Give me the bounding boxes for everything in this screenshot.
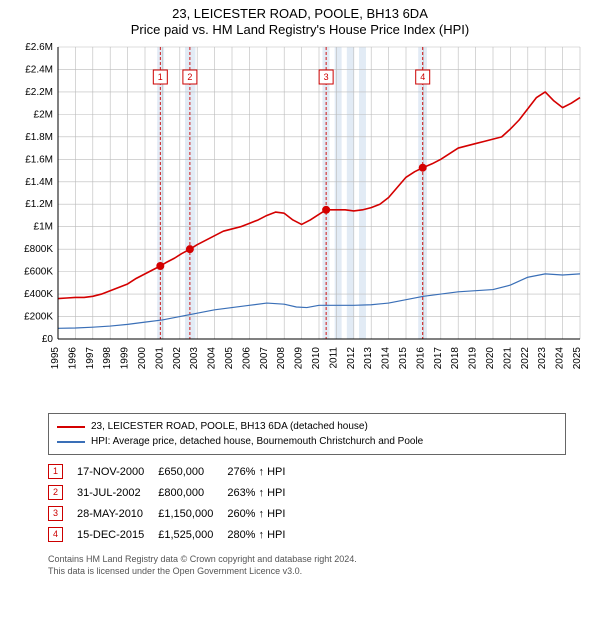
svg-text:£1.4M: £1.4M: [25, 177, 53, 188]
svg-text:2021: 2021: [502, 347, 513, 370]
legend-swatch: [57, 441, 85, 443]
svg-text:2019: 2019: [468, 347, 479, 370]
svg-text:£2.6M: £2.6M: [25, 42, 53, 53]
transaction-price: £800,000: [158, 482, 227, 503]
transaction-marker: 3: [48, 506, 63, 521]
svg-text:2023: 2023: [537, 347, 548, 370]
svg-text:2000: 2000: [137, 347, 148, 370]
svg-text:2005: 2005: [224, 347, 235, 370]
svg-text:2004: 2004: [207, 347, 218, 370]
svg-text:1: 1: [158, 72, 163, 82]
transaction-price: £1,150,000: [158, 503, 227, 524]
legend-label: 23, LEICESTER ROAD, POOLE, BH13 6DA (det…: [91, 419, 368, 434]
chart-title-block: 23, LEICESTER ROAD, POOLE, BH13 6DA Pric…: [0, 0, 600, 39]
svg-text:£600K: £600K: [24, 267, 53, 278]
svg-text:2016: 2016: [415, 347, 426, 370]
chart-area: £0 £200K £400K £600K £800K £1M £1.2M £1.4M £1.6M…: [10, 39, 590, 409]
svg-text:2003: 2003: [189, 347, 200, 370]
svg-text:2007: 2007: [259, 347, 270, 370]
svg-text:2014: 2014: [381, 347, 392, 370]
svg-text:1997: 1997: [85, 347, 96, 370]
svg-text:4: 4: [420, 72, 425, 82]
svg-text:£400K: £400K: [24, 289, 53, 300]
svg-text:£1.6M: £1.6M: [25, 154, 53, 165]
transaction-table: 1 17-NOV-2000£650,000276% ↑ HPI 2 31-JUL-20…: [48, 461, 299, 545]
svg-text:2022: 2022: [520, 347, 531, 370]
svg-text:£1.2M: £1.2M: [25, 199, 53, 210]
svg-text:2010: 2010: [311, 347, 322, 370]
svg-text:2025: 2025: [572, 347, 583, 370]
svg-text:2006: 2006: [241, 347, 252, 370]
title-line-1: 23, LEICESTER ROAD, POOLE, BH13 6DA: [0, 6, 600, 21]
svg-text:£1M: £1M: [34, 222, 53, 233]
svg-text:2020: 2020: [485, 347, 496, 370]
svg-text:2008: 2008: [276, 347, 287, 370]
transaction-date: 28-MAY-2010: [77, 503, 158, 524]
svg-text:2018: 2018: [450, 347, 461, 370]
svg-text:1996: 1996: [67, 347, 78, 370]
transaction-date: 15-DEC-2015: [77, 524, 158, 545]
svg-text:2015: 2015: [398, 347, 409, 370]
transaction-delta: 260% ↑ HPI: [227, 503, 299, 524]
transaction-row: 3 28-MAY-2010£1,150,000260% ↑ HPI: [48, 503, 299, 524]
footer-line-1: Contains HM Land Registry data © Crown c…: [48, 553, 566, 565]
svg-text:3: 3: [324, 72, 329, 82]
svg-text:1995: 1995: [50, 347, 61, 370]
svg-text:£200K: £200K: [24, 312, 53, 323]
legend-entry: 23, LEICESTER ROAD, POOLE, BH13 6DA (det…: [57, 419, 557, 434]
transaction-delta: 280% ↑ HPI: [227, 524, 299, 545]
svg-text:£2.4M: £2.4M: [25, 64, 53, 75]
title-line-2: Price paid vs. HM Land Registry's House …: [0, 22, 600, 37]
svg-text:2: 2: [187, 72, 192, 82]
transaction-marker: 2: [48, 485, 63, 500]
svg-text:2001: 2001: [154, 347, 165, 370]
svg-text:2024: 2024: [555, 347, 566, 370]
chart-svg: £0 £200K £400K £600K £800K £1M £1.2M £1.4M £1.6M…: [10, 39, 590, 409]
svg-text:2002: 2002: [172, 347, 183, 370]
svg-text:2013: 2013: [363, 347, 374, 370]
transaction-price: £1,525,000: [158, 524, 227, 545]
svg-text:2011: 2011: [328, 347, 339, 369]
svg-text:1999: 1999: [120, 347, 131, 370]
legend-label: HPI: Average price, detached house, Bour…: [91, 434, 423, 449]
footer-attribution: Contains HM Land Registry data © Crown c…: [48, 553, 566, 577]
svg-text:£2.2M: £2.2M: [25, 87, 53, 98]
transaction-marker: 1: [48, 464, 63, 479]
svg-text:2012: 2012: [346, 347, 357, 370]
transaction-marker: 4: [48, 527, 63, 542]
transaction-price: £650,000: [158, 461, 227, 482]
legend-entry: HPI: Average price, detached house, Bour…: [57, 434, 557, 449]
footer-line-2: This data is licensed under the Open Gov…: [48, 565, 566, 577]
transaction-row: 4 15-DEC-2015£1,525,000280% ↑ HPI: [48, 524, 299, 545]
transaction-row: 2 31-JUL-2002£800,000263% ↑ HPI: [48, 482, 299, 503]
svg-text:£0: £0: [42, 334, 54, 345]
legend: 23, LEICESTER ROAD, POOLE, BH13 6DA (det…: [48, 413, 566, 455]
transaction-date: 31-JUL-2002: [77, 482, 158, 503]
transaction-delta: 263% ↑ HPI: [227, 482, 299, 503]
transaction-delta: 276% ↑ HPI: [227, 461, 299, 482]
svg-text:£1.8M: £1.8M: [25, 132, 53, 143]
svg-text:1998: 1998: [102, 347, 113, 370]
svg-text:2009: 2009: [294, 347, 305, 370]
svg-text:£800K: £800K: [24, 244, 53, 255]
svg-text:£2M: £2M: [34, 109, 53, 120]
svg-text:2017: 2017: [433, 347, 444, 370]
transaction-date: 17-NOV-2000: [77, 461, 158, 482]
legend-swatch: [57, 426, 85, 428]
transaction-row: 1 17-NOV-2000£650,000276% ↑ HPI: [48, 461, 299, 482]
